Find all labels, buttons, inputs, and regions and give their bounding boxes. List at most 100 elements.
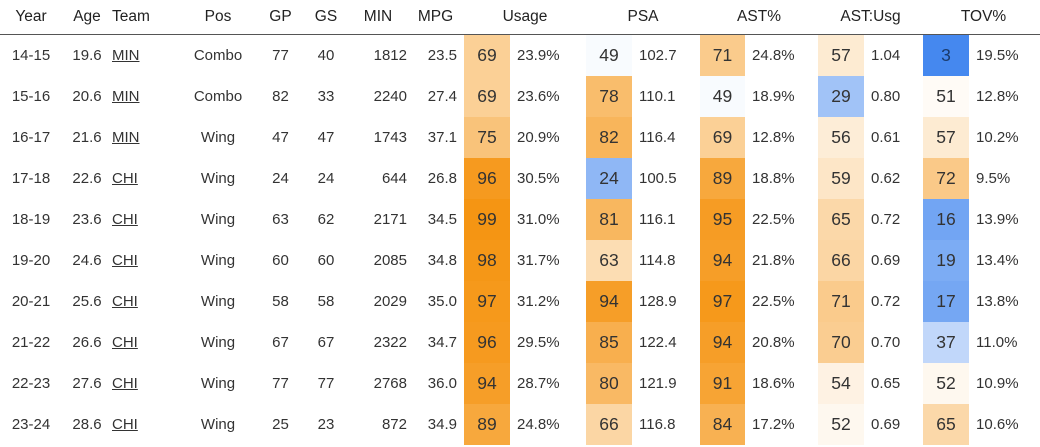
tov-percentile-cell: 16 — [923, 199, 970, 240]
col-header-tov[interactable]: TOV% — [923, 0, 1040, 35]
team-link[interactable]: CHI — [112, 375, 138, 392]
mpg-cell: 35.0 — [427, 293, 457, 310]
col-header-usage[interactable]: Usage — [464, 0, 586, 35]
gs-cell: 40 — [317, 47, 335, 64]
gp-cell: 60 — [272, 252, 289, 269]
tov-value-cell: 13.4% — [976, 252, 1019, 269]
col-header-year[interactable]: Year — [0, 0, 62, 35]
year-cell: 23-24 — [11, 416, 51, 433]
ast-usg-percentile-cell: 54 — [818, 363, 865, 404]
col-header-ast-usg[interactable]: AST:Usg — [818, 0, 924, 35]
usage-percentile-cell: 69 — [464, 34, 510, 76]
team-link[interactable]: CHI — [112, 252, 138, 269]
col-header-gp[interactable]: GP — [258, 0, 303, 35]
ast-usg-value-cell: 1.04 — [871, 47, 901, 64]
gs-cell: 24 — [317, 170, 335, 187]
gp-cell: 24 — [272, 170, 289, 187]
team-link[interactable]: MIN — [112, 88, 140, 105]
age-cell: 27.6 — [72, 375, 102, 392]
mpg-cell: 36.0 — [427, 375, 457, 392]
pos-cell: Wing — [200, 211, 236, 228]
team-link[interactable]: CHI — [112, 211, 138, 228]
table-row: 22-23 27.6 CHI Wing 77 77 2768 36.0 94 28.7% 80 121… — [0, 363, 1040, 404]
ast-percentile-cell: 69 — [700, 117, 746, 158]
col-header-ast-pct[interactable]: AST% — [700, 0, 819, 35]
tov-percentile-cell: 57 — [923, 117, 970, 158]
psa-percentile-cell: 94 — [586, 281, 632, 322]
table-row: 21-22 26.6 CHI Wing 67 67 2322 34.7 96 29.5% 85 122… — [0, 322, 1040, 363]
team-link[interactable]: MIN — [112, 47, 140, 64]
ast-usg-value-cell: 0.69 — [871, 252, 901, 269]
gp-cell: 77 — [272, 375, 289, 392]
col-header-age[interactable]: Age — [62, 0, 112, 35]
year-cell: 16-17 — [11, 129, 51, 146]
col-header-gs[interactable]: GS — [303, 0, 349, 35]
ast-usg-percentile-cell: 52 — [818, 404, 865, 445]
mpg-cell: 37.1 — [427, 129, 457, 146]
team-link[interactable]: CHI — [112, 170, 138, 187]
psa-percentile-cell: 85 — [586, 322, 632, 363]
tov-value-cell: 10.6% — [976, 416, 1019, 433]
usage-value-cell: 23.6% — [517, 88, 560, 105]
gs-cell: 23 — [317, 416, 335, 433]
usage-value-cell: 28.7% — [517, 375, 560, 392]
tov-value-cell: 10.9% — [976, 375, 1019, 392]
ast-usg-percentile-cell: 65 — [818, 199, 865, 240]
psa-percentile-cell: 82 — [586, 117, 632, 158]
min-cell: 2085 — [373, 252, 407, 269]
mpg-cell: 34.5 — [427, 211, 457, 228]
mpg-cell: 34.8 — [427, 252, 457, 269]
gs-cell: 33 — [317, 88, 335, 105]
ast-usg-value-cell: 0.69 — [871, 416, 901, 433]
mpg-cell: 34.7 — [427, 334, 457, 351]
ast-value-cell: 22.5% — [752, 293, 795, 310]
team-link[interactable]: CHI — [112, 334, 138, 351]
usage-percentile-cell: 97 — [464, 281, 510, 322]
min-cell: 2240 — [373, 88, 407, 105]
col-header-mpg[interactable]: MPG — [407, 0, 464, 35]
pos-cell: Wing — [200, 334, 236, 351]
gs-cell: 60 — [317, 252, 335, 269]
age-cell: 26.6 — [72, 334, 102, 351]
usage-value-cell: 29.5% — [517, 334, 560, 351]
ast-value-cell: 20.8% — [752, 334, 795, 351]
usage-value-cell: 24.8% — [517, 416, 560, 433]
tov-percentile-cell: 17 — [923, 281, 970, 322]
year-cell: 22-23 — [11, 375, 51, 392]
team-link[interactable]: MIN — [112, 129, 140, 146]
ast-usg-value-cell: 0.65 — [871, 375, 901, 392]
col-header-min[interactable]: MIN — [349, 0, 407, 35]
gs-cell: 67 — [317, 334, 335, 351]
tov-percentile-cell: 3 — [923, 34, 970, 76]
tov-value-cell: 9.5% — [976, 170, 1011, 187]
gp-cell: 58 — [272, 293, 289, 310]
table-body: 14-15 19.6 MIN Combo 77 40 1812 23.5 69 23.9% 49 10… — [0, 34, 1040, 445]
tov-percentile-cell: 72 — [923, 158, 970, 199]
gs-cell: 77 — [317, 375, 335, 392]
gs-cell: 58 — [317, 293, 335, 310]
age-cell: 23.6 — [72, 211, 102, 228]
tov-value-cell: 10.2% — [976, 129, 1019, 146]
psa-percentile-cell: 78 — [586, 76, 632, 117]
min-cell: 872 — [381, 416, 407, 433]
min-cell: 2768 — [373, 375, 407, 392]
psa-percentile-cell: 81 — [586, 199, 632, 240]
year-cell: 20-21 — [11, 293, 51, 310]
col-header-pos[interactable]: Pos — [178, 0, 258, 35]
col-header-team[interactable]: Team — [112, 0, 178, 35]
usage-percentile-cell: 96 — [464, 158, 510, 199]
mpg-cell: 34.9 — [427, 416, 457, 433]
ast-usg-value-cell: 0.72 — [871, 293, 901, 310]
ast-percentile-cell: 84 — [700, 404, 746, 445]
min-cell: 1812 — [373, 47, 407, 64]
ast-usg-value-cell: 0.61 — [871, 129, 901, 146]
psa-percentile-cell: 66 — [586, 404, 632, 445]
team-link[interactable]: CHI — [112, 416, 138, 433]
min-cell: 644 — [381, 170, 407, 187]
ast-value-cell: 21.8% — [752, 252, 795, 269]
usage-value-cell: 31.0% — [517, 211, 560, 228]
team-link[interactable]: CHI — [112, 293, 138, 310]
min-cell: 2029 — [373, 293, 407, 310]
ast-usg-value-cell: 0.72 — [871, 211, 901, 228]
col-header-psa[interactable]: PSA — [586, 0, 701, 35]
